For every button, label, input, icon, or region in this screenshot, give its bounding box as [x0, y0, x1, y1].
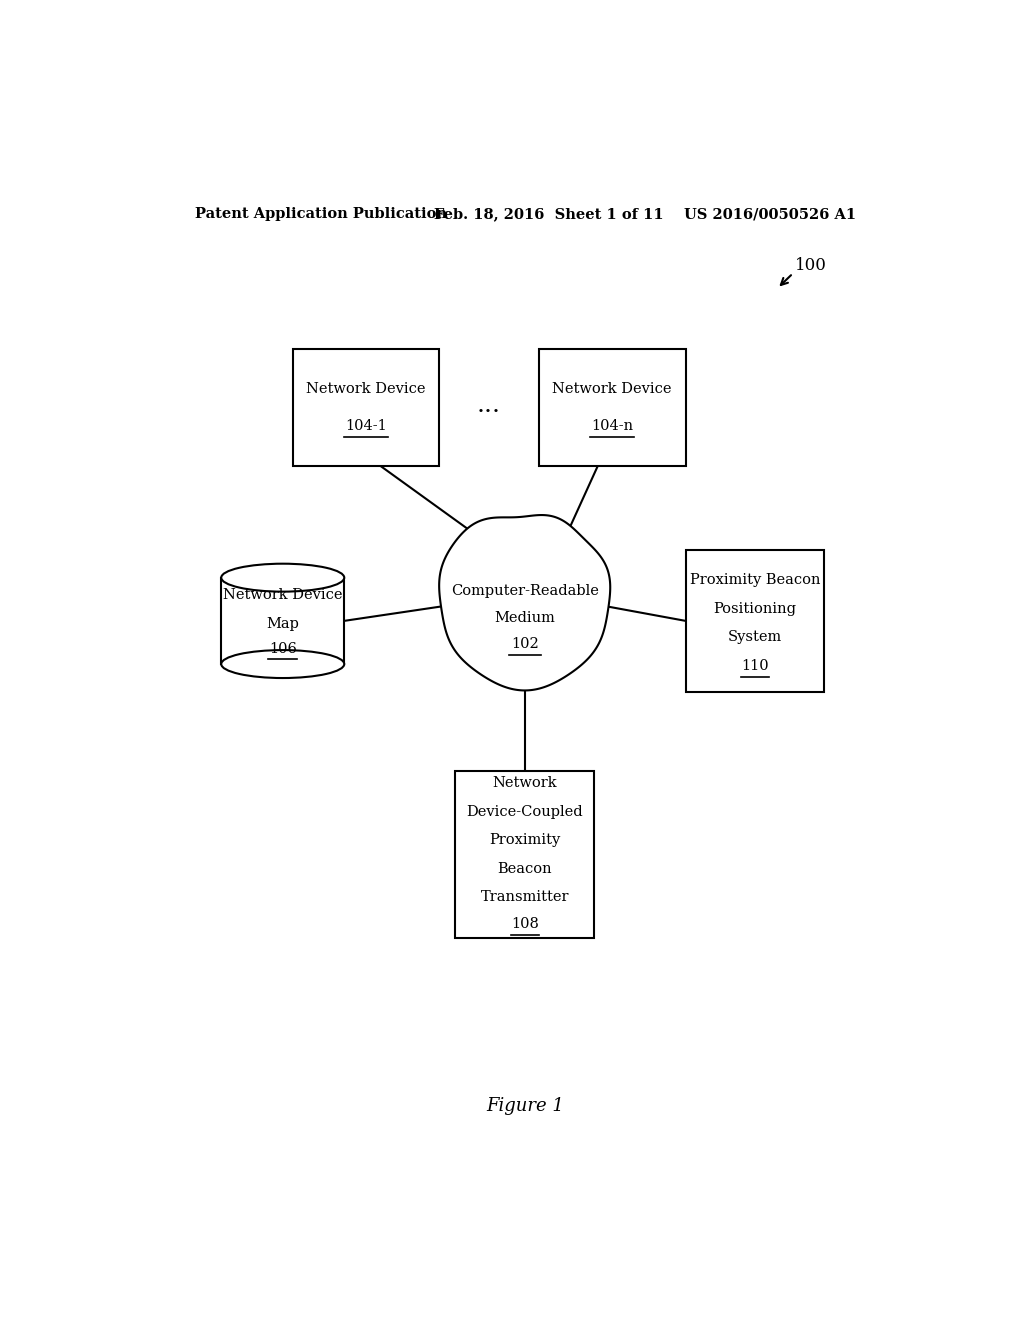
- Text: Figure 1: Figure 1: [485, 1097, 564, 1114]
- Text: 100: 100: [795, 256, 826, 273]
- Text: Transmitter: Transmitter: [480, 890, 569, 904]
- Text: Feb. 18, 2016  Sheet 1 of 11: Feb. 18, 2016 Sheet 1 of 11: [433, 207, 664, 222]
- Ellipse shape: [221, 649, 344, 678]
- Ellipse shape: [221, 564, 344, 591]
- Text: System: System: [728, 630, 782, 644]
- Polygon shape: [439, 515, 610, 690]
- Text: 104-1: 104-1: [345, 418, 387, 433]
- Text: 102: 102: [511, 638, 539, 651]
- Text: Device-Coupled: Device-Coupled: [467, 805, 583, 818]
- Text: Beacon: Beacon: [498, 862, 552, 876]
- Text: Map: Map: [266, 616, 299, 631]
- Bar: [685, 549, 824, 692]
- Text: Network: Network: [493, 776, 557, 791]
- Text: ...: ...: [477, 393, 501, 417]
- Text: Network Device: Network Device: [223, 589, 342, 602]
- Text: 104-n: 104-n: [591, 418, 633, 433]
- Text: Computer-Readable: Computer-Readable: [451, 585, 599, 598]
- Text: Network Device: Network Device: [552, 381, 672, 396]
- Text: Patent Application Publication: Patent Application Publication: [196, 207, 447, 222]
- Bar: [456, 771, 594, 939]
- Text: Positioning: Positioning: [714, 602, 797, 615]
- Bar: [293, 348, 439, 466]
- Text: 108: 108: [511, 917, 539, 931]
- Text: Proximity Beacon: Proximity Beacon: [690, 573, 820, 587]
- Text: Medium: Medium: [495, 611, 555, 624]
- Text: 106: 106: [269, 643, 297, 656]
- Bar: [221, 578, 344, 664]
- Text: 110: 110: [741, 659, 769, 673]
- Text: Network Device: Network Device: [306, 381, 426, 396]
- Bar: [539, 348, 685, 466]
- Text: Proximity: Proximity: [489, 833, 560, 847]
- Text: US 2016/0050526 A1: US 2016/0050526 A1: [684, 207, 856, 222]
